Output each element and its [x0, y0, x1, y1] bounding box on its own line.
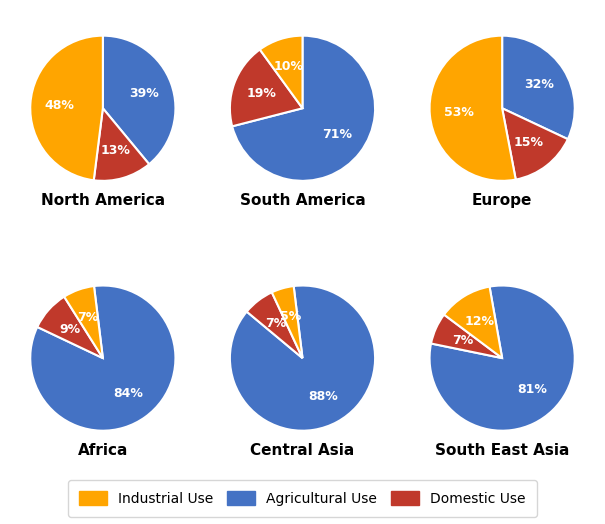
Wedge shape [30, 286, 175, 431]
Title: South East Asia: South East Asia [435, 443, 569, 458]
Wedge shape [502, 36, 575, 139]
Text: 13%: 13% [100, 144, 130, 157]
Wedge shape [38, 297, 103, 358]
Text: 7%: 7% [266, 317, 287, 330]
Wedge shape [430, 286, 575, 431]
Title: South America: South America [240, 193, 365, 208]
Text: 19%: 19% [247, 87, 276, 100]
Wedge shape [103, 36, 175, 164]
Wedge shape [444, 287, 502, 358]
Title: Central Asia: Central Asia [250, 443, 355, 458]
Legend: Industrial Use, Agricultural Use, Domestic Use: Industrial Use, Agricultural Use, Domest… [68, 480, 537, 517]
Title: North America: North America [41, 193, 165, 208]
Title: Europe: Europe [472, 193, 532, 208]
Text: 7%: 7% [452, 334, 473, 347]
Text: 71%: 71% [322, 128, 352, 141]
Text: 88%: 88% [309, 390, 338, 403]
Text: 53%: 53% [444, 106, 474, 119]
Wedge shape [260, 36, 302, 108]
Wedge shape [30, 36, 103, 180]
Text: 10%: 10% [274, 60, 304, 73]
Wedge shape [94, 108, 149, 181]
Wedge shape [230, 286, 375, 431]
Wedge shape [230, 50, 302, 126]
Title: Africa: Africa [77, 443, 128, 458]
Text: 7%: 7% [77, 311, 99, 323]
Text: 84%: 84% [113, 387, 143, 400]
Text: 9%: 9% [60, 323, 81, 336]
Text: 32%: 32% [524, 79, 554, 91]
Wedge shape [64, 286, 103, 358]
Wedge shape [232, 36, 375, 181]
Text: 48%: 48% [44, 99, 74, 112]
Text: 5%: 5% [280, 310, 301, 323]
Wedge shape [430, 36, 515, 181]
Text: 12%: 12% [464, 314, 494, 328]
Wedge shape [247, 292, 302, 358]
Text: 81%: 81% [518, 383, 548, 396]
Wedge shape [502, 108, 568, 180]
Wedge shape [272, 286, 302, 358]
Text: 39%: 39% [129, 87, 159, 100]
Text: 15%: 15% [514, 136, 544, 149]
Wedge shape [431, 314, 502, 358]
